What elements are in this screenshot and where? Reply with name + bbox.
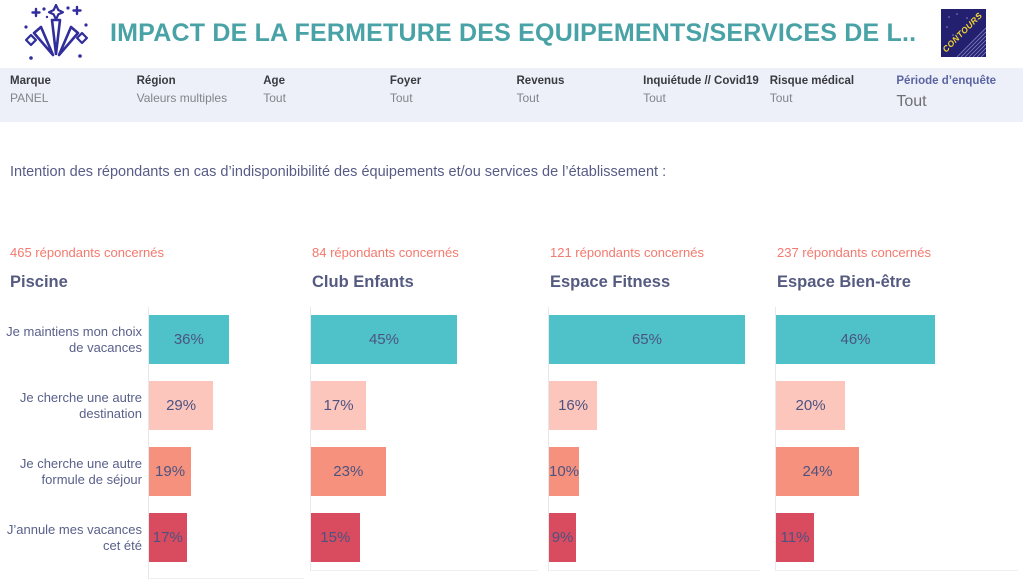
- chart-header: 237 répondants concernés Espace Bien-être: [775, 237, 1018, 315]
- chart-body: Je maintiens mon choix de vacances Je che…: [0, 307, 304, 579]
- filter-value[interactable]: Tout: [896, 93, 927, 110]
- chart-section-espace-bien-tre: 237 répondants concernés Espace Bien-être…: [775, 237, 1018, 579]
- chart-title: Espace Bien-être: [777, 273, 911, 291]
- bar-row: 20%: [776, 381, 1018, 430]
- header: IMPACT DE LA FERMETURE DES EQUIPEMENTS/S…: [0, 0, 1023, 68]
- chart-body: 45% 17% 23% 15%: [310, 307, 538, 571]
- bar-row: 36%: [149, 315, 304, 364]
- category-label: J’annule mes vacances cet été: [6, 521, 142, 553]
- bar-plot: 45% 17% 23% 15%: [310, 307, 538, 571]
- chart-header: 465 répondants concernés Piscine: [0, 237, 304, 315]
- filter-value[interactable]: Tout: [516, 91, 540, 105]
- filter-label: Inquiétude // Covid19: [643, 75, 759, 87]
- filter-value[interactable]: Tout: [389, 91, 413, 105]
- filter-label: Région: [136, 75, 176, 87]
- filter-value[interactable]: Tout: [769, 91, 793, 105]
- bar-j-annule-mes-vacances-cet-t[interactable]: 9%: [549, 513, 577, 562]
- chart-title: Club Enfants: [312, 273, 414, 291]
- bar-je-maintiens-mon-choix-de-vacances[interactable]: 46%: [776, 315, 936, 364]
- filter-marque[interactable]: Marque PANEL: [10, 75, 137, 122]
- filter-revenus[interactable]: Revenus Tout: [517, 75, 644, 122]
- bar-je-cherche-une-autre-formule-de-s-jour[interactable]: 23%: [311, 447, 386, 496]
- bar-plot: 65% 16% 10% 9%: [548, 307, 760, 571]
- bar-j-annule-mes-vacances-cet-t[interactable]: 15%: [311, 513, 360, 562]
- bar-row: 19%: [149, 447, 304, 496]
- bar-row: 46%: [776, 315, 1018, 364]
- bar-plot: 46% 20% 24% 11%: [775, 307, 1018, 571]
- chart-section-piscine: 465 répondants concernés Piscine Je mainti…: [0, 237, 304, 579]
- bar-row: 17%: [311, 381, 538, 430]
- respondents-count: 84 répondants concernés: [312, 245, 459, 260]
- bar-row: 17%: [149, 513, 304, 562]
- chart-title: Piscine: [10, 273, 68, 291]
- bar-je-cherche-une-autre-destination[interactable]: 16%: [549, 381, 598, 430]
- bar-j-annule-mes-vacances-cet-t[interactable]: 11%: [776, 513, 815, 562]
- bar-row: 23%: [311, 447, 538, 496]
- filter-value[interactable]: Tout: [263, 91, 286, 105]
- bar-row: 65%: [549, 315, 760, 364]
- chart-section-espace-fitness: 121 répondants concernés Espace Fitness 65…: [548, 237, 760, 579]
- bar-je-cherche-une-autre-destination[interactable]: 20%: [776, 381, 846, 430]
- respondents-count: 465 répondants concernés: [10, 245, 164, 260]
- filter-risque-m-dical[interactable]: Risque médical Tout: [770, 75, 897, 122]
- category-label: Je cherche une autre destination: [19, 389, 142, 421]
- filter-bar: Marque PANEL Région Valeurs multiples Age Tou…: [0, 68, 1023, 122]
- bar-je-maintiens-mon-choix-de-vacances[interactable]: 36%: [149, 315, 229, 364]
- bar-row: 15%: [311, 513, 538, 562]
- charts-region: 465 répondants concernés Piscine Je mainti…: [0, 237, 1018, 579]
- category-label: Je cherche une autre formule de séjour: [19, 455, 142, 487]
- chart-header: 84 répondants concernés Club Enfants: [310, 237, 538, 315]
- bar-j-annule-mes-vacances-cet-t[interactable]: 17%: [149, 513, 187, 562]
- filter-foyer[interactable]: Foyer Tout: [390, 75, 517, 122]
- chart-section-club-enfants: 84 répondants concernés Club Enfants 45% 17…: [310, 237, 538, 579]
- bar-je-cherche-une-autre-destination[interactable]: 17%: [311, 381, 367, 430]
- bar-je-maintiens-mon-choix-de-vacances[interactable]: 45%: [311, 315, 457, 364]
- bar-plot: 36% 29% 19% 17%: [148, 307, 304, 579]
- filter-label: Foyer: [389, 75, 422, 87]
- bar-row: 11%: [776, 513, 1018, 562]
- bar-je-cherche-une-autre-formule-de-s-jour[interactable]: 19%: [149, 447, 192, 496]
- bar-row: 24%: [776, 447, 1018, 496]
- fireworks-logo-icon: [24, 3, 89, 60]
- filter-label: Risque médical: [769, 75, 855, 87]
- chart-title: Espace Fitness: [550, 273, 671, 291]
- filter-value[interactable]: Tout: [643, 91, 666, 105]
- bar-row: 9%: [549, 513, 760, 562]
- filter-label: Revenus: [516, 75, 565, 87]
- respondents-count: 237 répondants concernés: [777, 245, 931, 260]
- bar-je-cherche-une-autre-destination[interactable]: 29%: [149, 381, 214, 430]
- chart-body: 65% 16% 10% 9%: [548, 307, 760, 571]
- bar-je-cherche-une-autre-formule-de-s-jour[interactable]: 10%: [549, 447, 580, 496]
- bar-row: 16%: [549, 381, 760, 430]
- filter-label: Période d’enquête: [896, 75, 997, 87]
- filter-age[interactable]: Age Tout: [263, 75, 390, 122]
- filter-value[interactable]: PANEL: [10, 91, 49, 105]
- bar-je-cherche-une-autre-formule-de-s-jour[interactable]: 24%: [776, 447, 859, 496]
- filter-inqui-tude-covid19[interactable]: Inquiétude // Covid19 Tout: [643, 75, 770, 122]
- chart-body: 46% 20% 24% 11%: [775, 307, 1018, 571]
- chart-question-subtitle: Intention des répondants en cas d’indisp…: [10, 164, 667, 180]
- filter-r-gion[interactable]: Région Valeurs multiples: [137, 75, 264, 122]
- bar-row: 10%: [549, 447, 760, 496]
- filter-label: Age: [263, 75, 285, 87]
- bar-row: 45%: [311, 315, 538, 364]
- bar-row: 29%: [149, 381, 304, 430]
- filter-p-riode-d-enqu-te[interactable]: Période d’enquête Tout: [896, 75, 1023, 122]
- filter-value[interactable]: Valeurs multiples: [136, 91, 228, 105]
- category-label: Je maintiens mon choix de vacances: [6, 323, 142, 355]
- page-title: IMPACT DE LA FERMETURE DES EQUIPEMENTS/S…: [110, 19, 917, 47]
- chart-header: 121 répondants concernés Espace Fitness: [548, 237, 760, 315]
- bar-je-maintiens-mon-choix-de-vacances[interactable]: 65%: [549, 315, 745, 364]
- respondents-count: 121 répondants concernés: [550, 245, 704, 260]
- filter-label: Marque: [10, 75, 51, 87]
- contours-brand-logo: CONTOURS: [941, 9, 986, 57]
- category-labels: Je maintiens mon choix de vacances Je che…: [0, 315, 148, 579]
